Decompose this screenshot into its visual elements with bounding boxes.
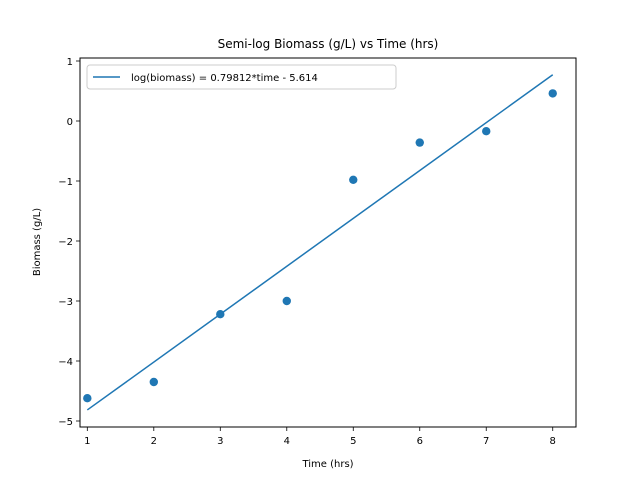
x-tick-label: 7	[483, 436, 489, 447]
x-tick-label: 2	[151, 436, 157, 447]
y-axis-label: Biomass (g/L)	[32, 208, 43, 276]
legend-box	[86, 64, 397, 90]
data-point	[282, 296, 291, 306]
data-point	[548, 89, 557, 98]
x-tick-label: 4	[284, 436, 290, 447]
x-tick-label: 5	[350, 436, 356, 447]
y-axis: 1 0 −1 −2 −3 −4 −5	[58, 57, 80, 428]
y-tick-label: −2	[58, 237, 73, 248]
data-point	[482, 127, 491, 136]
legend: log(biomass) = 0.79812*time - 5.614	[86, 64, 397, 90]
plot-frame	[79, 57, 577, 428]
legend-entry: log(biomass) = 0.79812*time - 5.614	[131, 73, 318, 84]
x-tick-label: 6	[417, 436, 423, 447]
y-tick-label: 1	[67, 57, 73, 68]
chart-title: Semi-log Biomass (g/L) vs Time (hrs)	[218, 37, 439, 51]
fit-line	[86, 74, 554, 411]
y-tick-label: 0	[67, 117, 73, 128]
x-tick-label: 1	[84, 436, 90, 447]
x-tick-label: 8	[550, 436, 556, 447]
x-tick-label: 3	[217, 436, 223, 447]
y-tick-label: −1	[58, 177, 73, 188]
y-tick-label: −3	[58, 297, 73, 308]
data-point	[83, 394, 92, 403]
x-axis: 1 2 3 4 5 6 7 8	[84, 427, 556, 447]
data-point	[415, 138, 424, 147]
data-point	[216, 310, 225, 319]
y-tick-label: −4	[58, 357, 73, 368]
x-axis-label: Time (hrs)	[301, 459, 353, 470]
data-point	[349, 175, 358, 184]
y-tick-label: −5	[58, 417, 73, 428]
plot-marks	[83, 74, 557, 411]
data-point	[149, 377, 159, 387]
